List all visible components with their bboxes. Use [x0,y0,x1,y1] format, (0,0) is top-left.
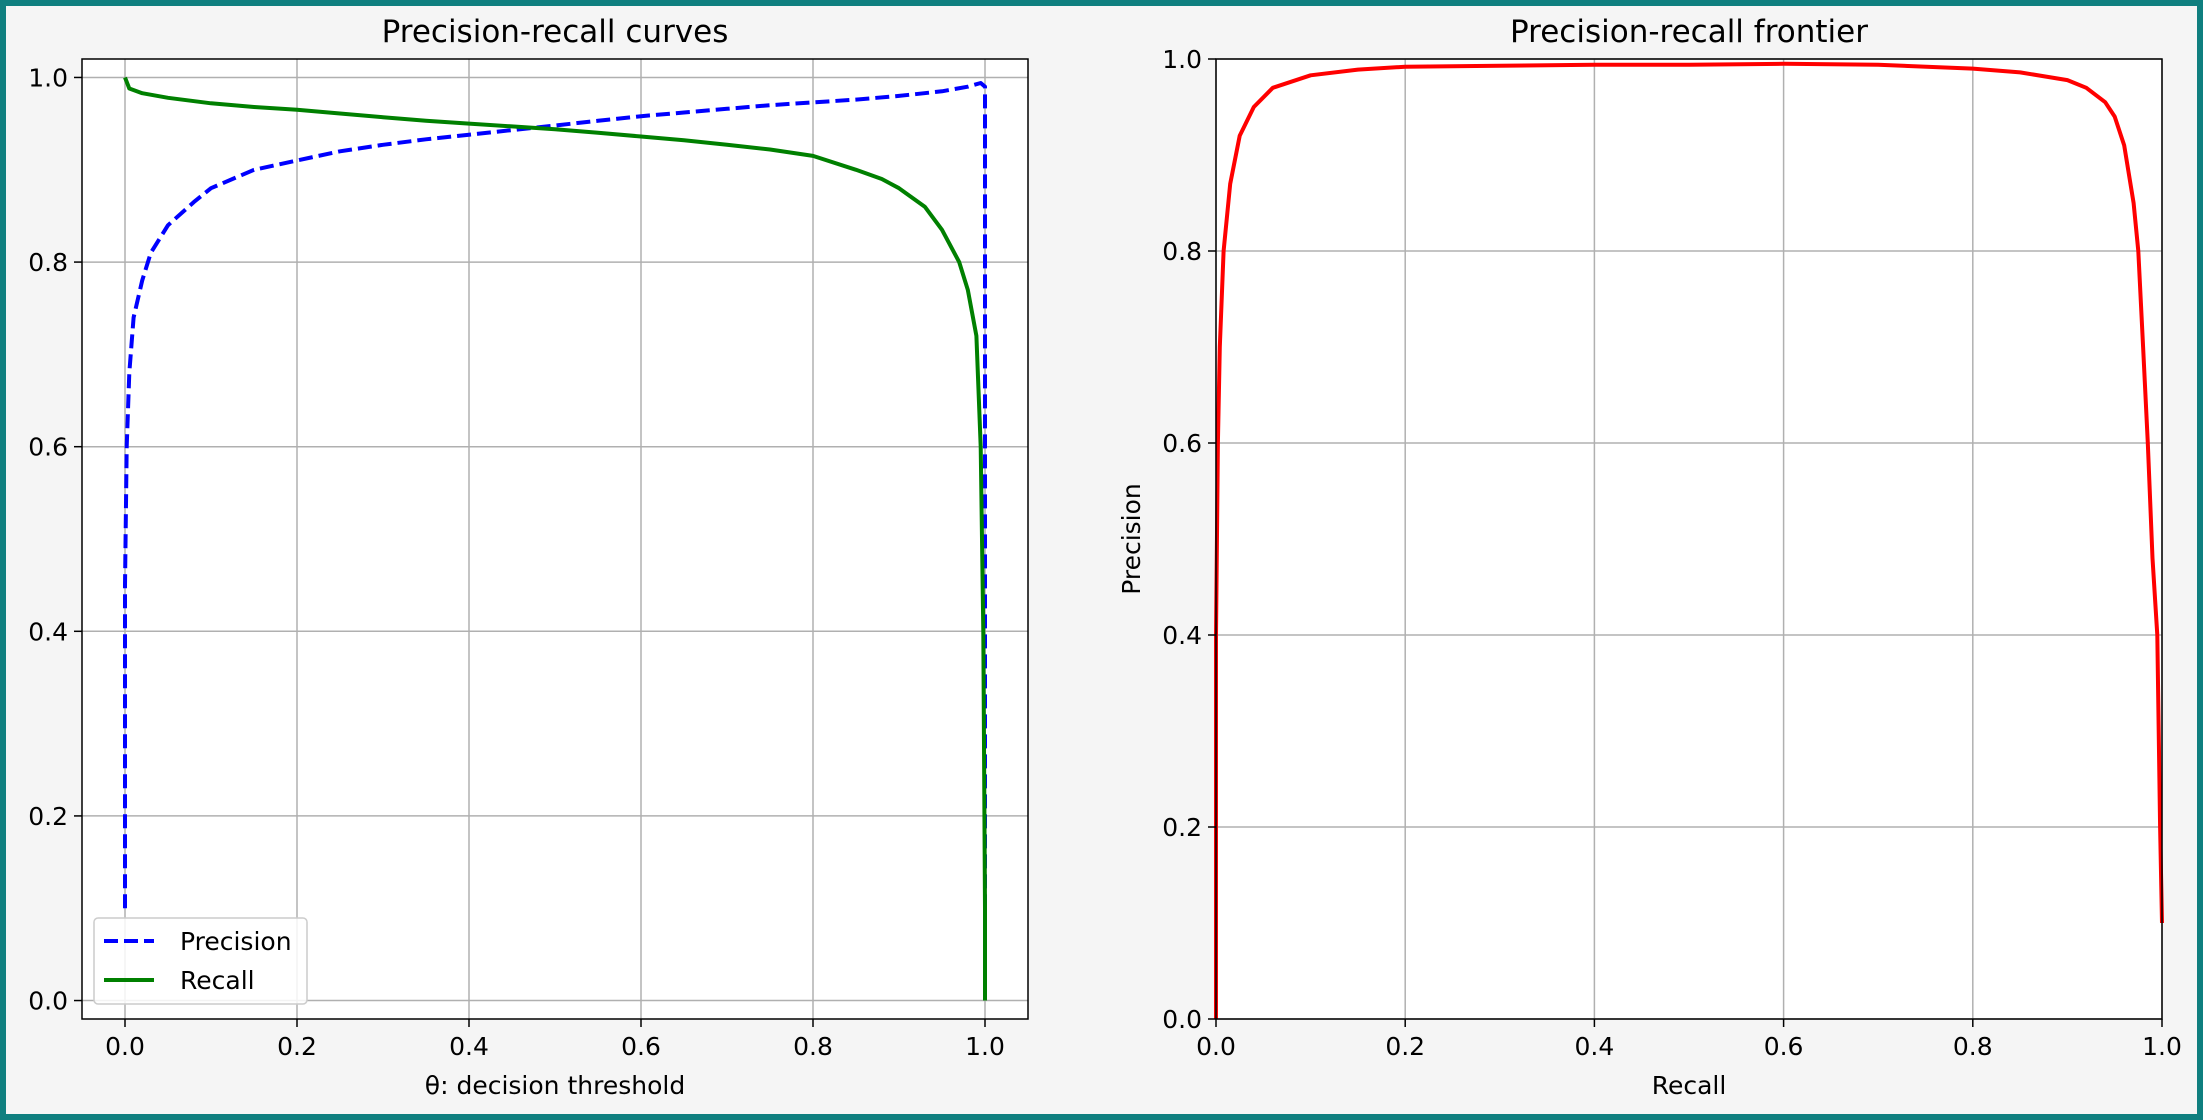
axes-frame-left [81,58,1029,1020]
x-axis-label-left: θ: decision threshold [425,1071,685,1100]
plot-area-left [82,59,1028,1019]
plot-area-right [1216,59,2162,1019]
chart-precision-recall-frontier: 0.0 0.2 0.4 0.6 0.8 1.0 0.0 0.2 0.4 0.6 0.8 1.0 Pre… [1117,14,2182,1100]
y-axis-label-right: Precision [1117,483,1146,595]
series-line-recall [123,76,987,1001]
legend: Precision Recall [93,917,308,1005]
x-tick-label-right: 0.2 [1385,1032,1425,1061]
y-tick-label-left: 0.0 [28,987,68,1016]
chart-precision-recall-curves: 0.0 0.2 0.4 0.6 0.8 1.0 0.0 0.2 0.4 0.6 0.8 1.0 Pre… [28,14,1029,1100]
x-tick-label-left: 0.6 [621,1032,661,1061]
x-axis-label-right: Recall [1652,1071,1727,1100]
series-line-frontier [1214,61,2164,1019]
y-tick-label-right: 0.6 [1162,429,1202,458]
x-tick-label-left: 0.8 [793,1032,833,1061]
ticks-right: 0.0 0.2 0.4 0.6 0.8 1.0 0.0 0.2 0.4 0.6 0.8 1.0 [1162,45,2182,1061]
y-tick-label-right: 1.0 [1162,45,1202,74]
x-tick-label-left: 0.4 [449,1032,489,1061]
x-tick-label-left: 0.2 [277,1032,317,1061]
y-tick-label-right: 0.2 [1162,813,1202,842]
y-tick-label-right: 0.8 [1162,237,1202,266]
y-tick-label-left: 0.2 [28,802,68,831]
x-tick-label-left: 0.0 [105,1032,145,1061]
y-tick-label-left: 0.8 [28,248,68,277]
y-tick-label-left: 1.0 [28,63,68,92]
x-tick-label-right: 0.0 [1196,1032,1236,1061]
series-left [123,76,987,1001]
series-line-precision [123,81,987,909]
chart-title-right: Precision-recall frontier [1510,14,1868,50]
ticks-left: 0.0 0.2 0.4 0.6 0.8 1.0 0.0 0.2 0.4 0.6 0.8 1.0 [28,63,1005,1061]
legend-recall-label: Recall [180,966,255,995]
x-tick-label-right: 0.8 [1953,1032,1993,1061]
axes-frame-right [1215,58,2163,1020]
chart-title-left: Precision-recall curves [382,14,729,50]
y-tick-label-right: 0.0 [1162,1005,1202,1034]
x-tick-label-right: 1.0 [2142,1032,2182,1061]
x-tick-label-left: 1.0 [965,1032,1005,1061]
y-tick-label-left: 0.6 [28,433,68,462]
x-tick-label-right: 0.4 [1575,1032,1615,1061]
y-tick-label-right: 0.4 [1162,621,1202,650]
x-tick-label-right: 0.6 [1764,1032,1804,1061]
legend-precision-label: Precision [180,927,292,956]
y-tick-label-left: 0.4 [28,617,68,646]
series-right [1214,61,2164,1019]
